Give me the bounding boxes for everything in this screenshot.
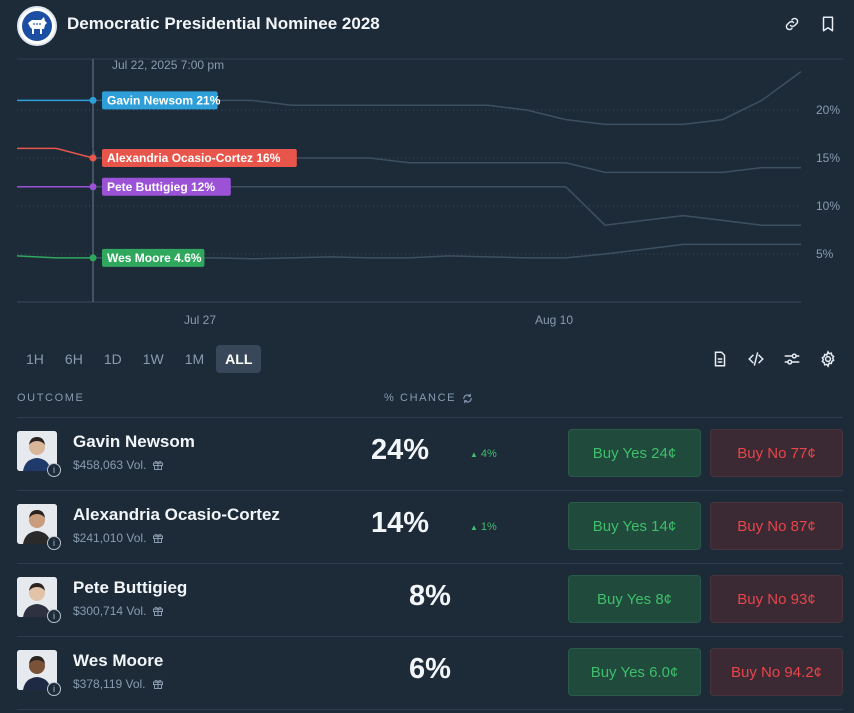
volume-text: $241,010 Vol. [73, 531, 147, 545]
series-label-bg [102, 149, 297, 167]
outcome-row[interactable]: i Alexandria Ocasio-Cortez $241,010 Vol.… [0, 491, 854, 564]
chance-change-value: 4% [480, 448, 497, 460]
volume: $378,119 Vol. [73, 677, 164, 691]
outcome-row[interactable]: i Pete Buttigieg $300,714 Vol. 8% ▲ Buy … [0, 564, 854, 637]
buy-yes-button[interactable]: Buy Yes 24¢ [568, 429, 701, 477]
info-icon[interactable]: i [47, 463, 61, 477]
page-title: Democratic Presidential Nominee 2028 [67, 14, 380, 33]
buy-no-button[interactable]: Buy No 94.2¢ [710, 648, 843, 696]
volume-text: $300,714 Vol. [73, 604, 147, 618]
column-chance: % CHANCE [384, 392, 472, 404]
x-tick-label: Jul 27 [184, 313, 216, 327]
outcome-row[interactable]: i Gavin Newsom $458,063 Vol. 24% ▲ 4% Bu… [0, 418, 854, 491]
volume-text: $378,119 Vol. [73, 677, 146, 691]
divider [17, 709, 843, 710]
code-icon[interactable] [746, 349, 766, 369]
series-label-bg [102, 91, 218, 110]
chance-change: ▲ 1% [470, 521, 497, 533]
outcome-name: Alexandria Ocasio-Cortez [73, 505, 280, 524]
series-line [16, 255, 93, 259]
price-chart[interactable]: 20% 15% 10% 5% Jul 27 Aug 10 Jul 22, 2025 7:00… [0, 52, 854, 337]
divider [17, 563, 843, 564]
column-outcome: OUTCOME [17, 392, 85, 404]
sliders-icon[interactable] [782, 349, 802, 369]
series-label-bg [102, 177, 231, 196]
buy-no-button[interactable]: Buy No 77¢ [710, 429, 843, 477]
y-tick-label: 5% [816, 247, 834, 261]
bookmark-icon[interactable] [818, 14, 838, 34]
outcome-name: Wes Moore [73, 651, 164, 670]
person-photo-icon [17, 650, 57, 690]
divider [17, 490, 843, 491]
donkey-logo-icon [22, 11, 52, 41]
info-icon[interactable]: i [47, 609, 61, 623]
buy-yes-button[interactable]: Buy Yes 8¢ [568, 575, 701, 623]
y-tick-label: 10% [816, 199, 840, 213]
series-label: Gavin Newsom 21% [107, 93, 221, 107]
chance-percent: 14% [370, 507, 430, 539]
outcome-name: Pete Buttigieg [73, 578, 188, 597]
y-tick-label: 15% [816, 151, 840, 165]
series-label: Alexandria Ocasio-Cortez 16% [107, 151, 281, 165]
donkey-logo [17, 6, 57, 46]
column-chance-label: % CHANCE [384, 392, 457, 404]
chance-change: ▲ 4% [470, 448, 497, 460]
series-label: Wes Moore 4.6% [107, 251, 202, 265]
series-label-bg [102, 248, 205, 267]
chance-change-value: 1% [480, 521, 497, 533]
volume-text: $458,063 Vol. [73, 458, 147, 472]
divider [17, 417, 843, 418]
hover-date-label: Jul 22, 2025 7:00 pm [112, 58, 224, 72]
info-icon[interactable]: i [47, 536, 61, 550]
link-icon[interactable] [782, 14, 802, 34]
volume: $300,714 Vol. [73, 604, 164, 618]
range-1d[interactable]: 1D [103, 351, 122, 367]
series-hover-point [89, 96, 97, 104]
series-hover-point [89, 254, 97, 262]
range-all[interactable]: ALL [216, 345, 262, 373]
gift-icon[interactable] [152, 605, 164, 617]
range-1w[interactable]: 1W [142, 351, 164, 367]
range-6h[interactable]: 6H [64, 351, 83, 367]
document-icon[interactable] [710, 349, 730, 369]
chance-percent: 8% [409, 580, 451, 612]
range-1m[interactable]: 1M [184, 351, 205, 367]
x-tick-label: Aug 10 [535, 313, 573, 327]
series-line [17, 147, 94, 159]
up-arrow-icon: ▲ [470, 449, 478, 459]
gift-icon[interactable] [152, 678, 164, 690]
chart-svg: 20% 15% 10% 5% Jul 27 Aug 10 Jul 22, 2025 7:00… [16, 58, 843, 327]
series-label: Pete Buttigieg 12% [107, 180, 215, 194]
buy-yes-button[interactable]: Buy Yes 14¢ [568, 502, 701, 550]
outcome-row[interactable]: i Wes Moore $378,119 Vol. 6% ▲ Buy Yes 6… [0, 637, 854, 710]
volume: $458,063 Vol. [73, 458, 164, 472]
refresh-icon[interactable] [462, 393, 473, 404]
chance-percent: 6% [409, 653, 451, 685]
chance-percent: 24% [370, 434, 430, 466]
outcome-name: Gavin Newsom [73, 432, 195, 451]
header: Democratic Presidential Nominee 2028 [0, 0, 854, 52]
gear-icon[interactable] [818, 349, 838, 369]
series-hover-point [89, 154, 97, 162]
divider [17, 636, 843, 637]
series-hover-point [89, 183, 97, 191]
gift-icon[interactable] [152, 459, 164, 471]
up-arrow-icon: ▲ [470, 522, 478, 532]
range-1h[interactable]: 1H [26, 351, 44, 367]
y-tick-label: 20% [816, 103, 840, 117]
buy-yes-button[interactable]: Buy Yes 6.0¢ [568, 648, 701, 696]
gift-icon[interactable] [152, 532, 164, 544]
buy-no-button[interactable]: Buy No 93¢ [710, 575, 843, 623]
info-icon[interactable]: i [47, 682, 61, 696]
buy-no-button[interactable]: Buy No 87¢ [710, 502, 843, 550]
time-range-selector: 1H 6H 1D 1W 1M ALL [17, 345, 264, 373]
volume: $241,010 Vol. [73, 531, 164, 545]
